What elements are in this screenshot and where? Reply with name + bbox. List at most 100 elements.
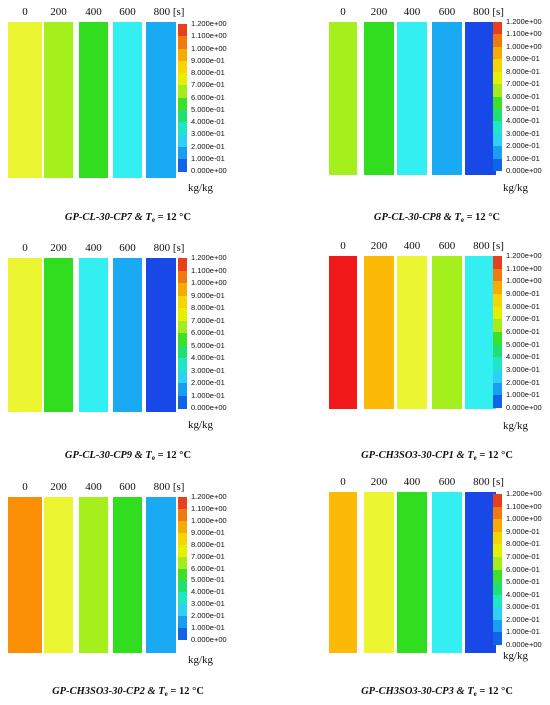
panel-caption: GP-CH3SO3-30-CP1 & Te = 12 °C	[361, 450, 513, 462]
time-label: 0	[340, 476, 346, 488]
legend-level-label: 3.000e-01	[191, 599, 225, 609]
caption-temp-subscript: e	[460, 216, 464, 224]
legend-level-label: 3.000e-01	[191, 129, 225, 139]
legend-level-label: 0.000e+00	[506, 640, 542, 649]
legend-level-label: 1.200e+00	[191, 253, 227, 262]
legend-color-swatch	[493, 556, 502, 570]
legend-color-swatch	[493, 59, 502, 73]
legend-level-label: 5.000e-01	[191, 575, 225, 585]
legend-level-label: 9.000e-01	[506, 289, 540, 298]
legend-color-swatch	[493, 332, 502, 346]
legend-level-label: 7.000e-01	[506, 551, 540, 561]
concentration-bar	[8, 22, 42, 178]
legend-level-label: 4.000e-01	[191, 587, 225, 597]
legend-level-label: 3.000e-01	[506, 128, 540, 138]
legend-color-swatch	[493, 146, 502, 160]
legend-level-label: 7.000e-01	[191, 80, 225, 90]
concentration-bar	[397, 492, 427, 653]
time-label: 400	[403, 6, 421, 18]
panel-caption: GP-CH3SO3-30-CP2 & Te = 12 °C	[52, 686, 204, 698]
legend-color-swatch	[178, 36, 187, 49]
time-label: 600	[438, 6, 456, 18]
legend-level-label: 0.000e+00	[506, 166, 542, 175]
legend-level-label: 2.000e-01	[191, 378, 225, 387]
legend-level-label: 9.000e-01	[191, 290, 225, 300]
legend-level-label: 9.000e-01	[191, 527, 225, 537]
legend-level-label: 1.000e-01	[506, 153, 540, 163]
legend-level-label: 2.000e-01	[506, 377, 540, 387]
legend-level-label: 0.000e+00	[191, 403, 227, 412]
unit-label: kg/kg	[188, 654, 214, 666]
legend-color-swatch	[493, 357, 502, 371]
caption-temp-symbol: T	[158, 686, 165, 697]
caption-temp-symbol: T	[467, 686, 474, 697]
time-label: 400	[85, 242, 102, 254]
legend-color-swatch	[178, 48, 187, 62]
legend-color-swatch	[493, 319, 502, 333]
legend-color-swatch	[178, 345, 187, 359]
legend-level-label: 4.000e-01	[506, 352, 540, 362]
legend-level-label: 1.000e+00	[506, 276, 542, 286]
concentration-bar	[364, 492, 394, 653]
legend-color-swatch	[493, 34, 502, 48]
legend-level-label: 1.100e+00	[506, 29, 542, 39]
legend-color-swatch	[493, 382, 502, 396]
time-label: 400	[403, 476, 421, 488]
concentration-bar	[146, 22, 176, 178]
legend-color-swatch	[178, 604, 187, 617]
legend-color-swatch	[493, 494, 502, 508]
legend-level-label: 1.000e+00	[191, 515, 227, 525]
legend-level-label: 4.000e-01	[506, 589, 540, 599]
caption-amp: &	[453, 686, 468, 697]
concentration-bar	[364, 256, 394, 409]
legend-level-label: 5.000e-01	[506, 577, 540, 587]
legend-level-label: 1.000e+00	[191, 43, 227, 53]
legend-color-swatch	[493, 506, 502, 520]
unit-label: kg/kg	[503, 182, 529, 194]
legend-color-swatch	[178, 97, 187, 111]
legend-level-label: 1.000e-01	[506, 627, 540, 637]
concentration-bar	[432, 492, 462, 653]
caption-code: GP-CL-30-CP9	[64, 450, 132, 461]
caption-temp-subscript: e	[151, 454, 155, 462]
legend-color-swatch	[178, 580, 187, 593]
panel-caption: GP-CL-30-CP8 & Te = 12 °C	[374, 212, 500, 224]
legend-level-label: 1.000e-01	[506, 390, 540, 400]
concentration-bar	[8, 497, 42, 653]
legend-level-label: 9.000e-01	[506, 54, 540, 64]
caption-temp-symbol: T	[454, 212, 461, 223]
legend-color-swatch	[493, 294, 502, 308]
concentration-bar	[465, 256, 496, 409]
legend-level-label: 8.000e-01	[506, 301, 540, 311]
legend-level-label: 1.200e+00	[506, 251, 542, 260]
caption-temp-symbol: T	[145, 450, 152, 461]
legend-level-label: 6.000e-01	[191, 92, 225, 102]
legend-color-swatch	[178, 73, 187, 86]
concentration-bar	[397, 22, 427, 175]
legend-color-swatch	[178, 532, 187, 546]
time-label: 0	[22, 481, 28, 493]
time-label: 0	[340, 6, 346, 18]
concentration-bar	[79, 497, 108, 653]
caption-code: GP-CL-30-CP7	[64, 212, 132, 223]
unit-label: kg/kg	[503, 650, 529, 662]
time-label: 800 [s]	[473, 240, 504, 252]
legend-level-label: 3.000e-01	[191, 365, 225, 375]
concentration-bar	[79, 22, 108, 178]
caption-code: GP-CH3SO3-30-CP2	[52, 686, 145, 697]
panel-caption: GP-CL-30-CP9 & Te = 12 °C	[65, 450, 191, 462]
legend-level-label: 1.000e-01	[191, 390, 225, 400]
legend-color-swatch	[493, 594, 502, 608]
legend-level-label: 6.000e-01	[191, 563, 225, 573]
legend-color-swatch	[178, 283, 187, 296]
legend-color-swatch	[493, 306, 502, 320]
legend-level-label: 1.200e+00	[191, 492, 227, 501]
legend-color-swatch	[493, 133, 502, 147]
legend-level-label: 8.000e-01	[191, 303, 225, 312]
legend-level-label: 6.000e-01	[191, 328, 225, 337]
time-label: 0	[22, 6, 28, 18]
time-label: 800 [s]	[153, 242, 185, 254]
legend-color-swatch	[493, 544, 502, 558]
caption-temp-symbol: T	[467, 450, 474, 461]
legend-level-label: 1.100e+00	[191, 503, 227, 513]
